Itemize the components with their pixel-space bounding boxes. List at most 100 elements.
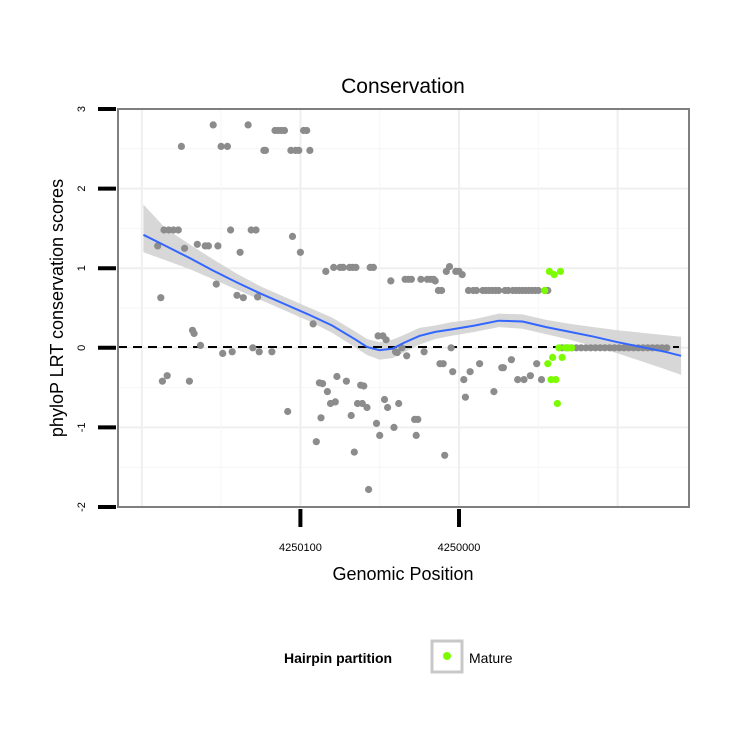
point-other <box>393 349 401 357</box>
point-mature <box>553 399 562 408</box>
point-other <box>319 380 327 388</box>
point-other <box>309 320 317 328</box>
y-tick-label: 2 <box>76 186 88 192</box>
point-other <box>466 368 474 376</box>
point-other <box>288 232 297 240</box>
point-other <box>449 368 457 376</box>
point-other <box>376 431 384 439</box>
point-other <box>158 377 166 385</box>
legend-title: Hairpin partition <box>284 650 392 666</box>
point-other <box>350 448 358 456</box>
point-other <box>534 286 542 295</box>
point-other <box>407 275 415 283</box>
point-other <box>177 142 185 150</box>
y-tick-label: -1 <box>76 423 88 433</box>
point-other <box>520 376 528 384</box>
point-other <box>204 242 212 250</box>
point-other <box>185 377 193 385</box>
point-other <box>233 291 241 299</box>
point-other <box>331 398 339 406</box>
point-other <box>352 263 360 271</box>
point-other <box>476 360 484 368</box>
point-mature <box>541 286 549 295</box>
point-other <box>212 280 220 288</box>
point-other <box>365 485 373 494</box>
point-other <box>236 248 244 256</box>
point-other <box>417 275 425 283</box>
point-other <box>209 121 217 129</box>
point-other <box>295 146 303 154</box>
point-mature <box>552 376 560 384</box>
y-axis: 3 2 1 0 -1 -2 <box>76 106 116 512</box>
point-mature <box>549 353 557 361</box>
point-mature <box>556 267 565 275</box>
point-other <box>196 341 205 349</box>
legend-label-mature: Mature <box>469 650 513 666</box>
points-other-series <box>154 121 671 494</box>
point-other <box>458 271 466 279</box>
point-other <box>526 372 535 380</box>
y-axis-title: phyloP LRT conservation scores <box>47 179 67 437</box>
point-other <box>384 403 392 412</box>
point-other <box>499 364 507 372</box>
point-other <box>395 399 403 408</box>
point-other <box>227 226 235 234</box>
legend-key-mature-dot <box>443 652 451 660</box>
x-tick-label: 4250000 <box>438 542 481 554</box>
y-tick-label: -2 <box>76 502 88 512</box>
point-other <box>223 142 231 150</box>
point-other <box>403 352 411 360</box>
point-other <box>254 293 262 301</box>
point-other <box>330 263 338 271</box>
point-other <box>339 263 347 271</box>
point-other <box>414 415 422 423</box>
point-other <box>439 360 447 368</box>
y-tick-label: 3 <box>76 106 88 112</box>
point-other <box>255 348 263 356</box>
point-other <box>431 277 439 285</box>
point-other <box>323 388 331 396</box>
point-other <box>445 263 454 271</box>
point-other <box>174 226 182 234</box>
point-other <box>342 377 350 385</box>
point-other <box>252 226 260 234</box>
point-other <box>190 329 198 338</box>
point-other <box>244 121 252 129</box>
point-other <box>296 248 304 256</box>
confidence-ribbon <box>143 204 682 375</box>
point-other <box>181 244 189 252</box>
point-other <box>217 142 225 150</box>
point-other <box>322 267 330 275</box>
legend: Hairpin partition Mature <box>284 639 513 674</box>
point-other <box>537 376 546 384</box>
point-other <box>228 348 236 356</box>
point-other <box>412 431 420 439</box>
y-tick-label: 1 <box>76 265 88 271</box>
smooth-trend-line <box>142 233 682 357</box>
point-mature <box>544 360 552 368</box>
point-other <box>358 399 366 408</box>
point-mature <box>555 344 563 352</box>
point-other <box>363 403 371 412</box>
point-other <box>369 263 377 271</box>
point-other <box>380 395 389 404</box>
point-other <box>312 438 320 446</box>
point-other <box>507 356 515 364</box>
point-other <box>438 286 446 295</box>
point-other <box>333 372 341 381</box>
point-other <box>533 360 541 368</box>
point-other <box>514 376 522 384</box>
point-other <box>372 419 381 427</box>
point-other <box>490 388 498 396</box>
points-mature-series <box>541 267 576 408</box>
point-mature <box>568 344 576 352</box>
plot-border <box>117 108 690 508</box>
point-other <box>495 286 503 295</box>
point-other <box>360 382 368 390</box>
point-other <box>154 242 162 250</box>
point-other <box>317 414 325 422</box>
chart-title: Conservation <box>341 75 465 98</box>
point-other <box>461 393 469 401</box>
x-tick-label: 4250100 <box>279 542 322 554</box>
